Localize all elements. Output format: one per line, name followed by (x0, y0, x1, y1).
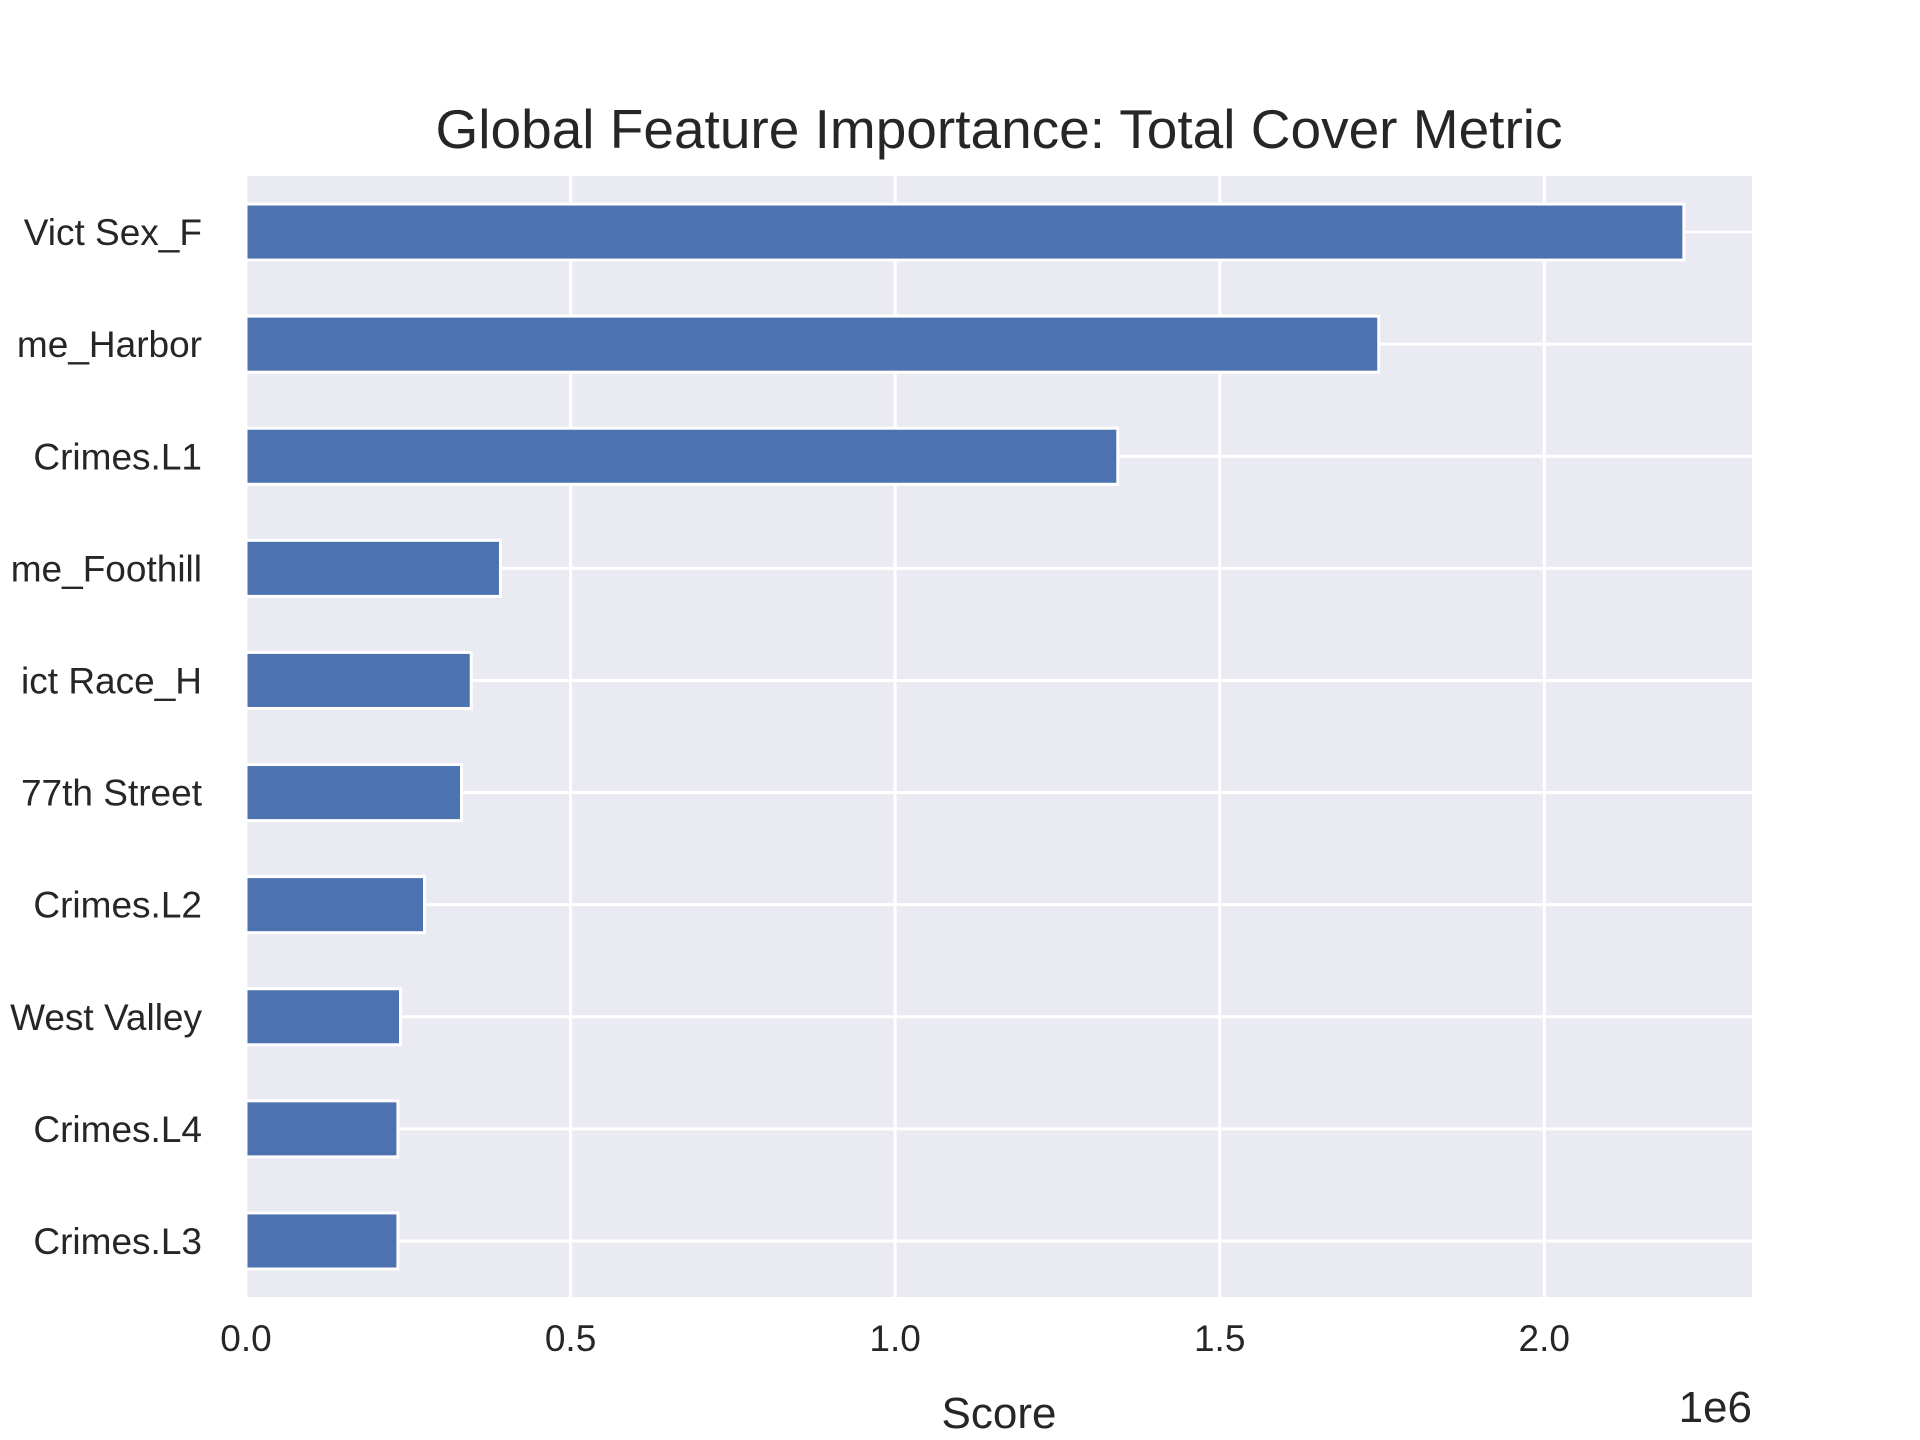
y-tick-label: Crimes.L2 (33, 885, 202, 926)
y-tick-label: ict Race_H (21, 660, 202, 701)
bar (244, 538, 502, 598)
y-tick-label: Crimes.L4 (33, 1109, 202, 1150)
bar (244, 987, 402, 1047)
x-tick-label: 1.5 (1194, 1318, 1245, 1359)
y-tick-label: me_Foothill (11, 548, 202, 589)
y-tick-label: West Valley (10, 997, 202, 1038)
bar (244, 1211, 400, 1271)
bar (244, 314, 1381, 374)
x-tick-label: 1.0 (869, 1318, 920, 1359)
bar (244, 426, 1120, 486)
x-tick-label: 0.0 (220, 1318, 271, 1359)
bar (244, 763, 464, 823)
y-tick-label: Crimes.L1 (33, 436, 202, 477)
bar (244, 202, 1686, 262)
x-tick-label: 2.0 (1519, 1318, 1570, 1359)
y-tick-label: 77th Street (21, 773, 203, 814)
y-tick-label: Vict Sex_F (24, 212, 202, 253)
x-axis-label: Score (942, 1389, 1057, 1438)
bars (244, 202, 1686, 1271)
y-tick-label: Crimes.L3 (33, 1221, 202, 1262)
bar (244, 1099, 400, 1159)
chart-title: Global Feature Importance: Total Cover M… (436, 98, 1563, 160)
y-tick-label: me_Harbor (17, 324, 202, 365)
y-tick-labels: Vict Sex_F me_Harbor Crimes.L1 me_Foothilli… (10, 212, 203, 1262)
x-tick-labels: 0.0 0.5 1.0 1.5 2.0 (220, 1318, 1570, 1359)
bar (244, 875, 427, 935)
x-axis-scale-label: 1e6 (1679, 1383, 1752, 1432)
x-tick-label: 0.5 (545, 1318, 596, 1359)
bar (244, 650, 473, 710)
